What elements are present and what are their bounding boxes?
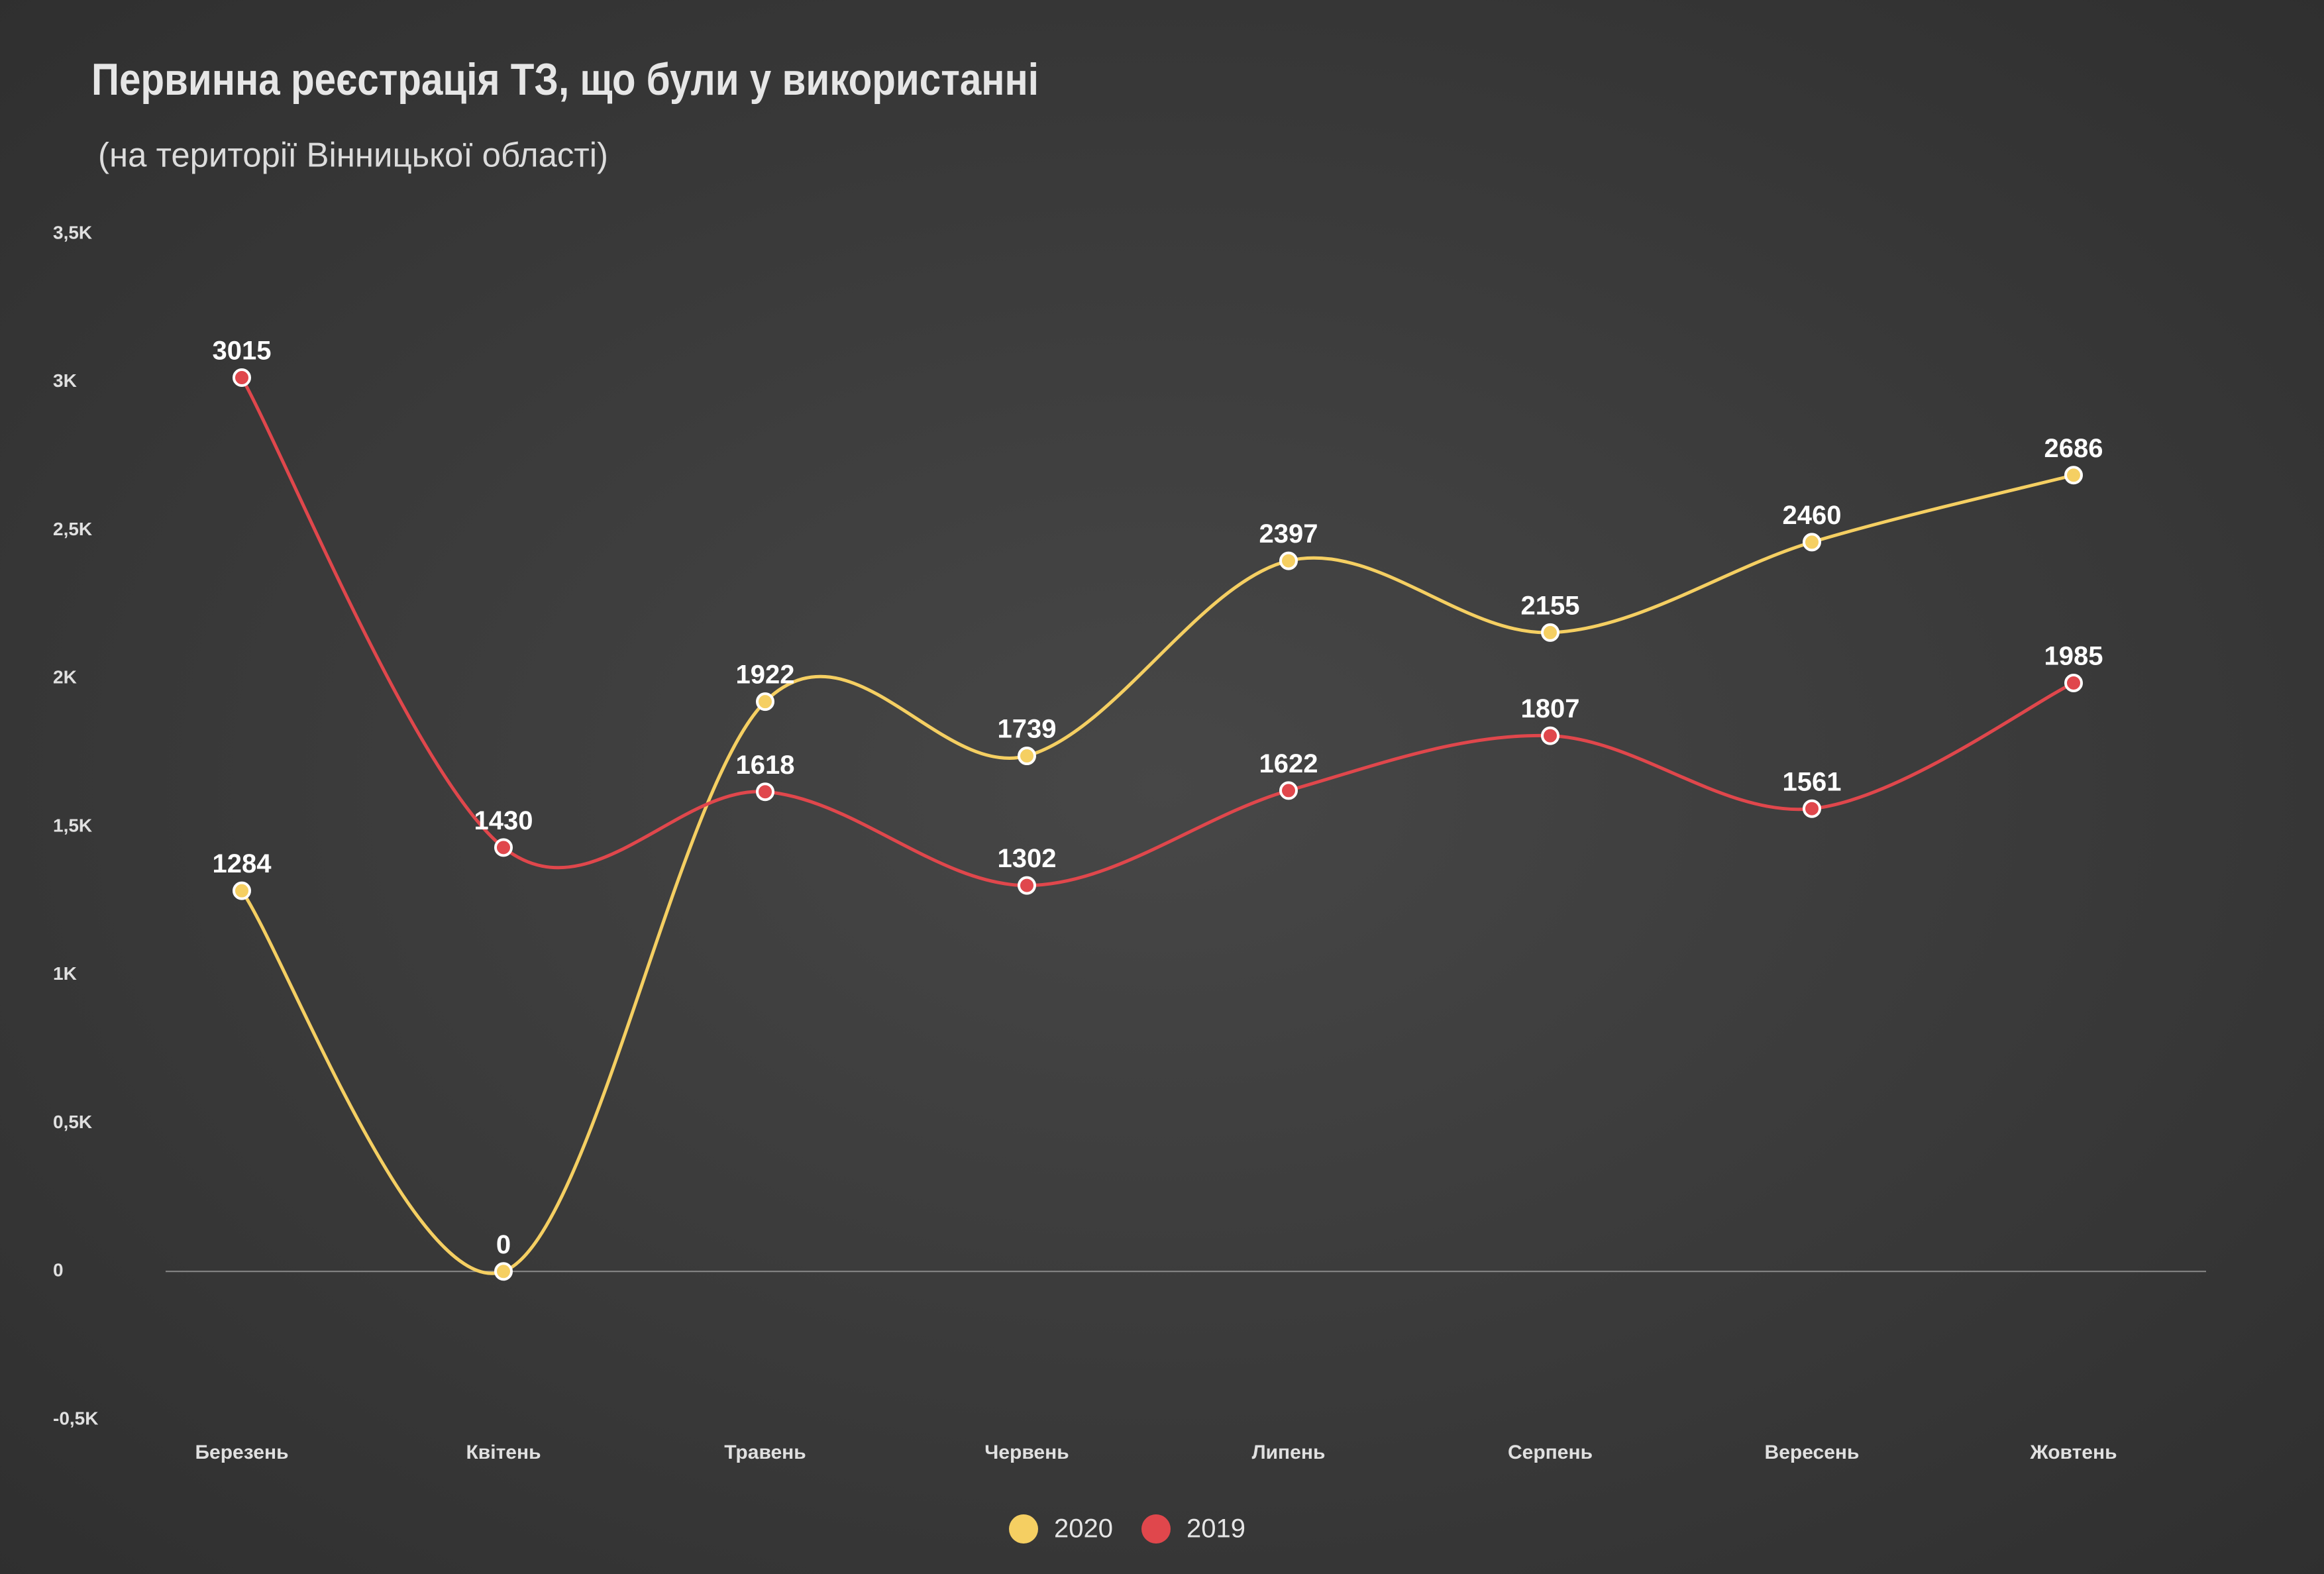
series-line — [240, 376, 2075, 888]
chart-title: Первинна реєстрація ТЗ, що були у викори… — [91, 54, 1039, 105]
data-point — [1541, 726, 1559, 745]
y-tick-label: 2K — [53, 667, 77, 688]
y-tick-label: 3K — [53, 370, 77, 391]
data-point — [233, 881, 251, 900]
data-point — [1803, 533, 1821, 552]
data-label: 1430 — [474, 806, 533, 835]
data-point — [1541, 623, 1559, 642]
data-point — [2064, 466, 2083, 485]
x-tick-label: Квітень — [466, 1442, 541, 1463]
legend-label: 2019 — [1187, 1514, 1245, 1544]
data-label: 1561 — [1783, 767, 1842, 796]
data-point — [494, 838, 513, 857]
data-point — [233, 368, 251, 388]
legend-marker — [1141, 1514, 1171, 1544]
x-tick-label: Липень — [1252, 1442, 1326, 1463]
data-point — [1018, 876, 1036, 895]
x-tick-label: Березень — [195, 1442, 288, 1463]
data-label: 1739 — [998, 715, 1057, 744]
data-label: 2460 — [1783, 501, 1842, 530]
x-tick-label: Вересень — [1765, 1442, 1860, 1463]
data-point — [1279, 781, 1298, 800]
data-point — [1803, 799, 1821, 818]
data-label: 0 — [496, 1230, 511, 1259]
data-label: 1807 — [1521, 694, 1580, 723]
x-tick-label: Травень — [724, 1442, 806, 1463]
y-tick-label: 0 — [53, 1260, 64, 1281]
data-point — [1018, 747, 1036, 766]
y-tick-label: 1K — [53, 963, 77, 984]
y-tick-label: 3,5K — [53, 222, 92, 242]
data-label: 2686 — [2044, 434, 2103, 463]
x-tick-label: Червень — [984, 1442, 1069, 1463]
legend-label: 2020 — [1054, 1514, 1113, 1544]
data-label: 1985 — [2044, 642, 2103, 671]
x-tick-label: Жовтень — [2029, 1442, 2117, 1463]
y-tick-label: -0,5K — [53, 1408, 98, 1428]
data-label: 1302 — [998, 844, 1057, 873]
data-label: 1622 — [1259, 749, 1318, 778]
y-tick-label: 1,5K — [53, 815, 92, 835]
data-label: 1284 — [213, 849, 272, 878]
data-label: 1618 — [736, 751, 795, 780]
data-label: 2397 — [1259, 519, 1318, 549]
data-label: 3015 — [213, 337, 272, 366]
y-tick-label: 0,5K — [53, 1112, 92, 1132]
data-point — [2064, 673, 2083, 692]
data-point — [756, 782, 774, 802]
data-point — [494, 1262, 513, 1281]
data-label: 2155 — [1521, 591, 1580, 620]
data-label: 1922 — [736, 660, 795, 690]
x-tick-label: Серпень — [1508, 1442, 1593, 1463]
chart-subtitle: (на території Вінницької області) — [98, 136, 608, 175]
data-point — [756, 692, 774, 711]
y-tick-label: 2,5K — [53, 519, 92, 539]
data-point — [1279, 551, 1298, 570]
legend-marker — [1009, 1514, 1038, 1544]
